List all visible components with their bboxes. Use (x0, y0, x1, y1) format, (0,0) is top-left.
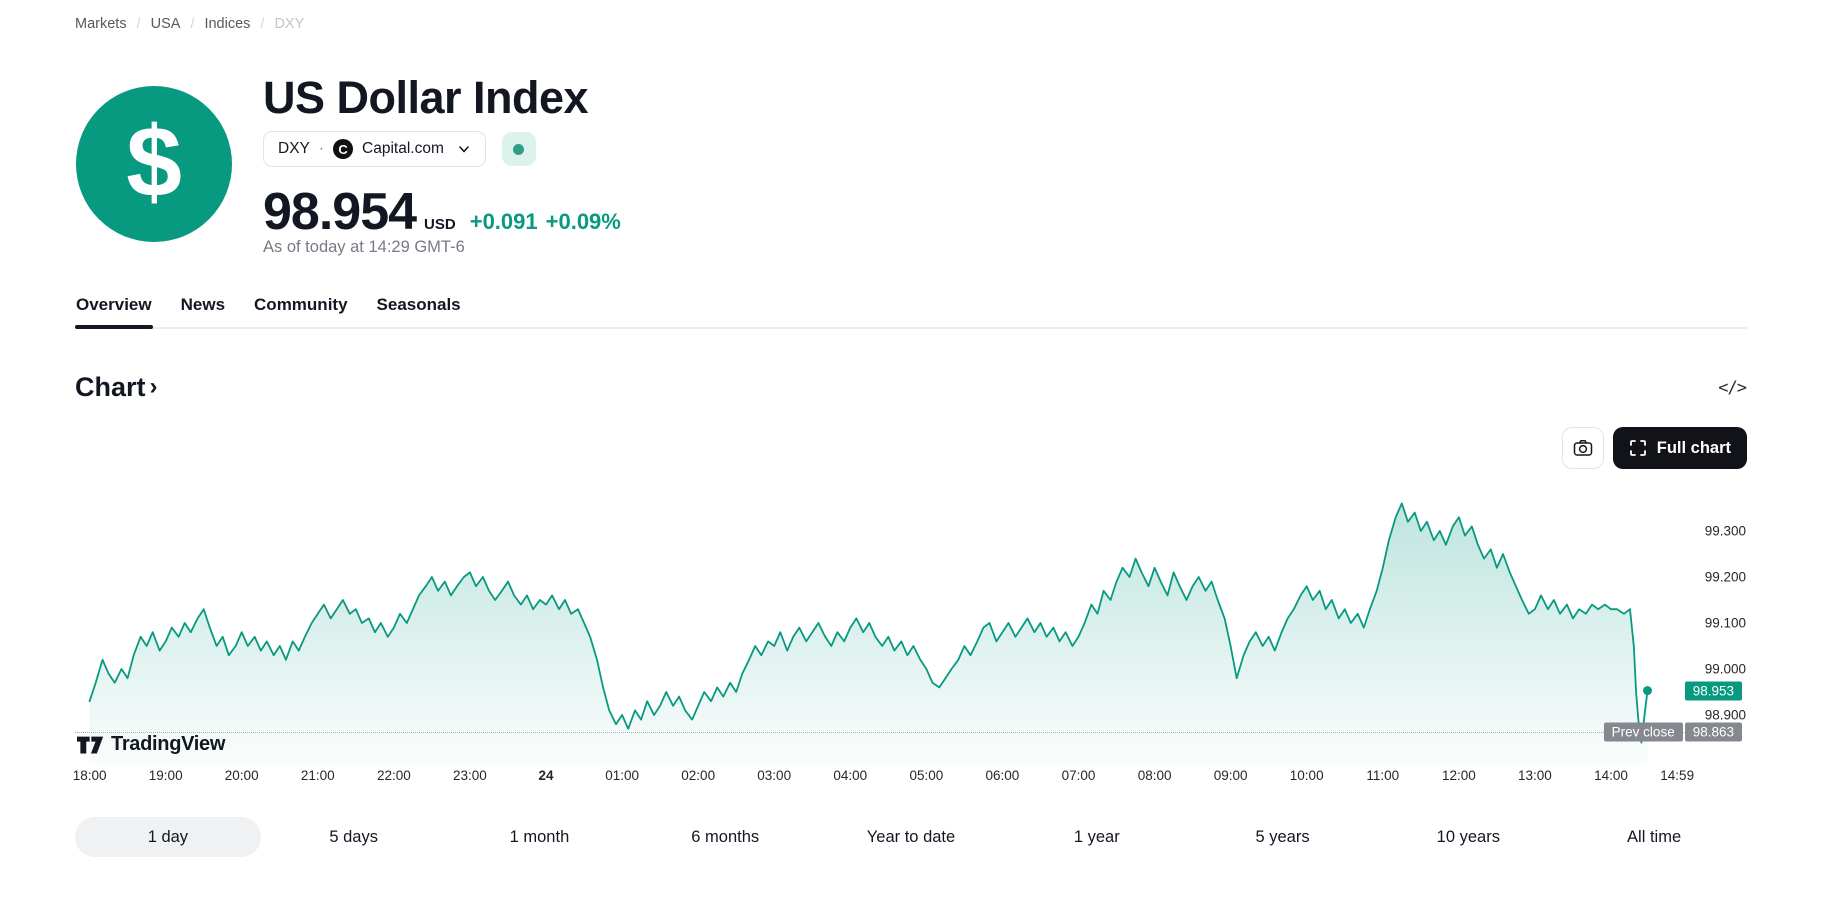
market-status-badge[interactable] (501, 132, 536, 166)
range-button-10-years[interactable]: 10 years (1375, 817, 1561, 857)
capital-com-icon: C (333, 139, 354, 159)
range-button-5-years[interactable]: 5 years (1190, 817, 1376, 857)
price-currency: USD (424, 216, 456, 233)
breadcrumb: Markets / USA / Indices / DXY (75, 16, 304, 32)
prev-close-label-badge: Prev close (1603, 722, 1683, 742)
chevron-down-icon (457, 142, 471, 156)
prev-close-value-badge: 98.863 (1684, 722, 1742, 742)
price-change-pct: +0.09% (545, 209, 621, 234)
series-area-fill (89, 503, 1648, 765)
time-axis-label: 01:00 (605, 768, 639, 783)
breadcrumb-item-indices[interactable]: Indices (204, 16, 251, 32)
chart-section-heading[interactable]: Chart › (75, 372, 158, 403)
price-axis-label: 99.100 (1704, 615, 1746, 631)
time-axis-label: 09:00 (1213, 768, 1248, 783)
time-axis-label: 14:00 (1594, 768, 1628, 783)
time-axis-label: 06:00 (985, 768, 1020, 783)
time-axis-label: 03:00 (757, 768, 792, 783)
price-axis-label: 99.200 (1704, 569, 1746, 585)
last-price: 98.954 (263, 183, 417, 241)
time-axis-label: 14:59 (1660, 768, 1695, 783)
time-axis-label: 08:00 (1137, 768, 1172, 783)
full-chart-button[interactable]: Full chart (1612, 427, 1747, 469)
time-axis: 18:00 19:00 20:00 21:00 22:00 23:00 24 01:00 02:… (0, 768, 1826, 788)
camera-icon (1573, 440, 1592, 456)
symbol-ticker: DXY (278, 140, 310, 157)
time-axis-label: 19:00 (148, 768, 183, 783)
area-chart-plot[interactable] (75, 485, 1690, 765)
price-chart[interactable]: 99.300 99.200 99.100 99.000 98.900 98.953 Pr… (0, 485, 1826, 795)
price-axis-label: 99.000 (1704, 661, 1746, 677)
tradingview-logo-icon (77, 736, 104, 753)
dollar-sign-icon: $ (126, 106, 182, 218)
chart-section-label: Chart (75, 372, 146, 402)
time-axis-label: 05:00 (909, 768, 944, 783)
breadcrumb-item-dxy[interactable]: DXY (274, 16, 305, 32)
date-range-switcher: 1 day 5 days 1 month 6 months Year to date 1 … (75, 817, 1747, 857)
series-line (88, 502, 1649, 744)
range-button-year-to-date[interactable]: Year to date (818, 817, 1004, 857)
page-title: US Dollar Index (263, 72, 589, 123)
tab-seasonals[interactable]: Seasonals (376, 295, 461, 314)
full-chart-label: Full chart (1656, 438, 1731, 457)
last-price-axis-badge: 98.953 (1684, 681, 1742, 701)
range-button-6-months[interactable]: 6 months (632, 817, 818, 857)
dot-separator: · (318, 140, 325, 157)
breadcrumb-separator: / (136, 16, 141, 32)
tab-news[interactable]: News (180, 295, 226, 314)
exchange-name: Capital.com (362, 140, 444, 157)
time-axis-label: 11:00 (1366, 768, 1400, 783)
tab-community[interactable]: Community (254, 295, 348, 314)
time-axis-label: 04:00 (833, 768, 868, 783)
range-button-1-year[interactable]: 1 year (1004, 817, 1190, 857)
prev-close-dotted-line (75, 732, 1690, 733)
range-button-all-time[interactable]: All time (1561, 817, 1747, 857)
tradingview-watermark-label: TradingView (111, 733, 226, 755)
time-axis-label: 02:00 (681, 768, 716, 783)
chevron-right-icon: › (149, 372, 158, 400)
price-axis-label: 98.900 (1704, 707, 1746, 723)
as-of-timestamp: As of today at 14:29 GMT-6 (263, 238, 465, 256)
embed-code-icon[interactable]: </> (1718, 378, 1747, 398)
time-axis-label: 18:00 (72, 768, 107, 783)
price-change-abs: +0.091 (469, 209, 538, 234)
time-axis-label: 21:00 (300, 768, 335, 783)
breadcrumb-separator: / (190, 16, 195, 32)
time-axis-label: 13:00 (1517, 768, 1552, 783)
last-price-dot (1643, 686, 1652, 696)
time-axis-label: 12:00 (1441, 768, 1476, 783)
tradingview-watermark[interactable]: TradingView (77, 733, 225, 756)
snapshot-camera-button[interactable] (1561, 427, 1604, 469)
range-button-5-days[interactable]: 5 days (261, 817, 447, 857)
range-button-1-month[interactable]: 1 month (447, 817, 633, 857)
price-axis-label: 99.300 (1704, 523, 1746, 539)
tab-overview[interactable]: Overview (75, 292, 153, 329)
time-axis-label: 22:00 (376, 768, 411, 783)
breadcrumb-item-usa[interactable]: USA (150, 16, 181, 32)
breadcrumb-item-markets[interactable]: Markets (75, 16, 127, 32)
symbol-source-dropdown[interactable]: DXY · C Capital.com (263, 131, 486, 167)
time-axis-label: 10:00 (1289, 768, 1324, 783)
market-open-dot-icon (513, 143, 525, 155)
breadcrumb-separator: / (260, 16, 265, 32)
time-axis-label: 24 (538, 768, 554, 783)
fullscreen-icon (1629, 440, 1646, 456)
symbol-logo: $ (76, 86, 232, 242)
range-button-1-day[interactable]: 1 day (75, 817, 261, 857)
tab-bar: Overview News Community Seasonals (75, 292, 1747, 329)
time-axis-label: 20:00 (224, 768, 259, 783)
time-axis-label: 23:00 (452, 768, 487, 783)
time-axis-label: 07:00 (1061, 768, 1096, 783)
